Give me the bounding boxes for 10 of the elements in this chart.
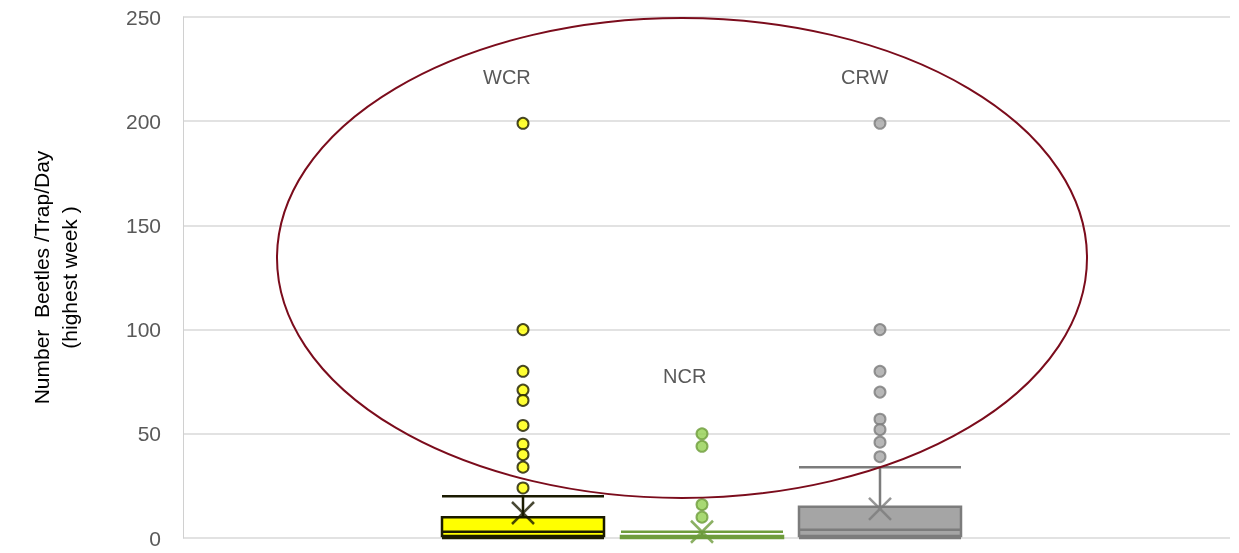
annotation: NCR: [663, 365, 707, 387]
y-axis-title: Number Beetles /Trap/Day (highest week ): [29, 150, 81, 405]
annotation: CRW: [841, 66, 889, 88]
y-tick-label: 250: [125, 5, 161, 29]
annotation: WCR: [483, 66, 531, 88]
y-tick-label: 0: [149, 526, 161, 550]
y-tick-label: 200: [125, 109, 161, 133]
y-tick-label: 50: [137, 422, 161, 446]
y-tick-label: 150: [125, 213, 161, 237]
y-tick-label: 100: [125, 318, 161, 342]
